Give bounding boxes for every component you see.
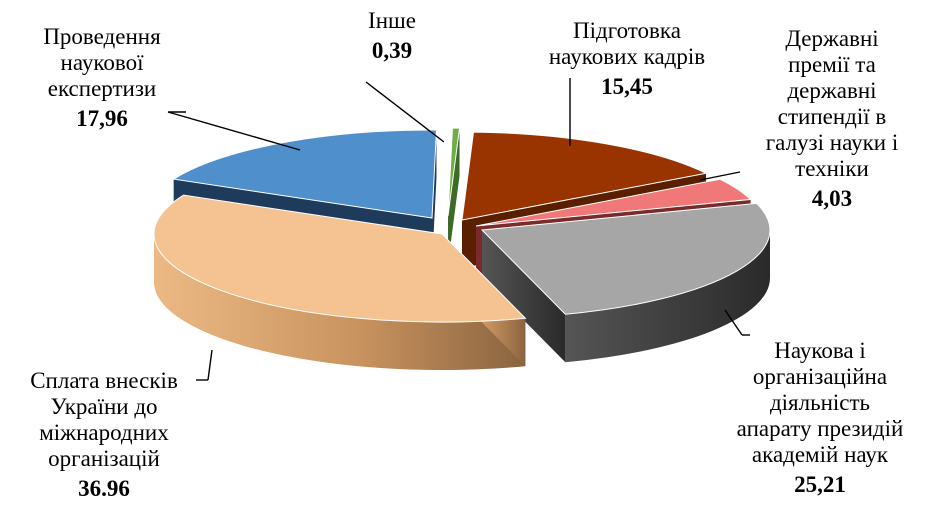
pie-wall-academy-presidium-1 [482, 230, 566, 363]
pie-slice-international-fees [153, 194, 527, 323]
slice-label-line: експертизи [48, 76, 157, 101]
slice-value-state-prizes: 4,03 [812, 186, 852, 211]
pie-slice-state-prizes [475, 178, 752, 227]
slice-label-scientific-personnel: Підготовка наукових кадрів 15,45 [549, 18, 705, 99]
slice-label-line: України до [50, 394, 157, 419]
pie-slice-other [447, 127, 461, 217]
slice-value-academy-presidium: 25,21 [794, 472, 846, 497]
slice-label-line: організацій [48, 446, 160, 471]
slice-label-line: діяльність [770, 390, 870, 415]
leader-line-scientific-expertise [167, 111, 301, 151]
slice-label-line: галузі науки і [766, 130, 899, 155]
slice-value-scientific-personnel: 15,45 [601, 74, 653, 99]
pie-side-academy-presidium [565, 230, 770, 363]
slice-label-line: Проведення [43, 24, 161, 49]
pie-slice-scientific-expertise [172, 129, 437, 219]
slice-value-international-fees: 36.96 [78, 476, 130, 501]
slice-label-line: премії та [788, 52, 876, 77]
slice-label-line: апарату президій [737, 416, 904, 441]
pie-wall-scientific-expertise-1 [432, 130, 437, 266]
pie-slice-scientific-personnel [461, 131, 708, 221]
slice-label-line: Державні [785, 26, 878, 51]
pie-wall-other-1 [448, 128, 460, 264]
pie-side-international-fees [154, 234, 526, 370]
slice-value-scientific-expertise: 17,96 [76, 106, 128, 131]
leader-line-state-prizes [699, 171, 741, 181]
slice-label-line: державні [787, 78, 876, 103]
slice-label-line: стипендії в [778, 104, 887, 129]
slice-label-line: наукових кадрів [549, 44, 705, 69]
slice-label-line: міжнародних [39, 420, 169, 445]
slice-label-scientific-expertise: Проведення наукової експертизи 17,96 [43, 24, 161, 131]
slice-label-academy-presidium: Наукова і організаційна діяльність апарату … [737, 338, 904, 497]
slice-label-state-prizes: Державні премії та державні стипендії в галу… [766, 26, 899, 211]
leader-line-other [365, 81, 445, 143]
slice-label-line: техніки [795, 156, 869, 181]
slice-label-international-fees: Сплата внесків України до міжнародних орган… [30, 368, 178, 501]
slice-label-line: наукової [61, 50, 145, 75]
slice-label-line: організаційна [753, 364, 887, 389]
leader-line-academy-presidium [724, 309, 743, 336]
leader-line-international-fees [207, 349, 213, 381]
slice-label-line: Підготовка [573, 18, 681, 43]
slice-label-line: Сплата внесків [30, 368, 178, 393]
slice-label-line: академій наук [752, 442, 889, 467]
slice-label-line: Наукова і [774, 338, 866, 363]
slice-label-other: Інше 0,39 [368, 8, 416, 63]
slice-label-line: Інше [368, 8, 416, 33]
pie-slice-academy-presidium [480, 202, 771, 315]
slice-value-other: 0,39 [372, 38, 412, 63]
